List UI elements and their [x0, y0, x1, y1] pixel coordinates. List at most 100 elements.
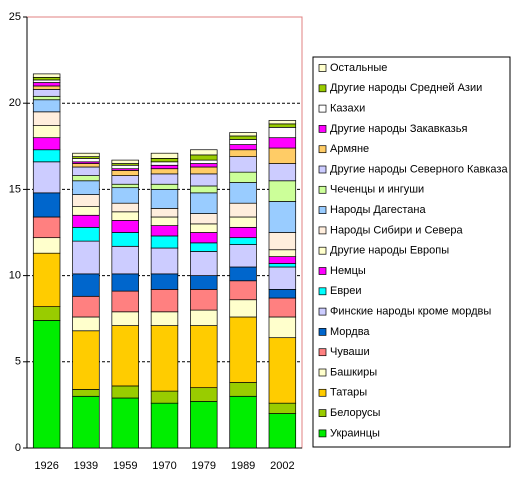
bar-segment	[32, 320, 61, 449]
bar-segment	[229, 316, 257, 383]
bar-segment	[150, 235, 179, 249]
bar-segment	[190, 309, 218, 326]
legend-label: Чеченцы и ингуши	[330, 184, 424, 196]
bar-segment	[268, 180, 297, 202]
bar-segment	[150, 311, 179, 326]
bar-segment	[32, 149, 61, 163]
bar-segment	[32, 85, 61, 90]
bar-segment	[229, 135, 257, 140]
legend-swatch	[318, 368, 327, 377]
bar-segment	[268, 337, 297, 404]
bar-segment	[190, 173, 218, 187]
bar-segment	[111, 220, 139, 233]
bar-segment	[190, 289, 218, 311]
bar-segment	[72, 226, 100, 242]
bar-segment	[111, 385, 139, 399]
bar-segment	[268, 232, 297, 251]
bar-segment	[72, 206, 100, 216]
legend-label: Финские народы кроме мордвы	[330, 306, 491, 318]
bar-segment	[268, 263, 297, 268]
legend-swatch	[318, 429, 327, 438]
bar-segment	[190, 232, 218, 244]
legend-label: Другие народы Европы	[330, 245, 449, 257]
bar-segment	[150, 273, 179, 290]
legend-label: Евреи	[330, 285, 362, 297]
x-tick-label: 1926	[34, 460, 58, 472]
bar-segment	[150, 164, 179, 170]
bar-segment	[72, 180, 100, 195]
legend-swatch	[318, 64, 327, 72]
legend-swatch	[318, 226, 327, 235]
bar-segment	[32, 79, 61, 83]
legend-swatch	[318, 267, 327, 275]
bar-segment	[190, 242, 218, 252]
bar-segment	[111, 290, 139, 313]
legend-label: Армяне	[330, 143, 369, 155]
bar-segment	[150, 225, 179, 237]
bar-segment	[32, 161, 61, 194]
bar-segment	[32, 306, 61, 321]
legend-swatch	[318, 165, 327, 174]
bar-segment	[268, 201, 297, 233]
bar-segment	[72, 194, 100, 207]
legend-swatch	[318, 409, 327, 417]
bar-segment	[32, 111, 61, 126]
bar-segment	[72, 163, 100, 168]
bar-segment	[190, 159, 218, 164]
bar-segment	[229, 280, 257, 301]
bar-segment	[150, 402, 179, 449]
bar-segment	[72, 395, 100, 449]
legend-swatch	[318, 328, 327, 336]
legend-swatch	[318, 388, 327, 397]
bar-segment	[190, 251, 218, 276]
bar-segment	[150, 152, 179, 159]
legend-label: Украинцы	[330, 427, 380, 439]
bar-segment	[111, 211, 139, 221]
bar-segment	[111, 164, 139, 170]
legend-label: Татары	[330, 387, 367, 399]
bar-segment	[190, 149, 218, 156]
y-tick-label: 5	[15, 356, 21, 368]
x-tick-label: 1939	[74, 460, 98, 472]
bar-segment	[111, 187, 139, 204]
bar-segment	[268, 413, 297, 449]
bar-segment	[111, 273, 139, 292]
bar-segment	[268, 123, 297, 128]
legend-label: Остальные	[330, 62, 387, 74]
bar-segment	[229, 182, 257, 204]
bar-segment	[229, 156, 257, 173]
bar-segment	[72, 166, 100, 176]
bar-segment	[190, 185, 218, 194]
bar-segment	[229, 382, 257, 397]
bar-segment	[111, 245, 139, 275]
bar-segment	[190, 401, 218, 449]
legend-swatch	[318, 145, 327, 154]
bar-segment	[190, 223, 218, 233]
bar-segment	[190, 154, 218, 161]
bar-segment	[111, 202, 139, 213]
legend-label: Белорусы	[330, 407, 381, 419]
bar-segment	[150, 173, 179, 185]
legend-swatch	[318, 125, 327, 133]
bar-segment	[229, 202, 257, 218]
bar-segment	[72, 152, 100, 157]
legend-swatch	[318, 185, 327, 194]
bar-segment	[111, 232, 139, 247]
bar-segment	[190, 387, 218, 402]
legend-label: Другие народы Средней Азии	[330, 82, 482, 94]
legend-label: Немцы	[330, 265, 366, 277]
bar-segment	[229, 132, 257, 137]
y-tick-label: 15	[9, 183, 21, 195]
x-tick-label: 1959	[113, 460, 137, 472]
bar-segment	[111, 170, 139, 176]
bar-segment	[229, 266, 257, 282]
bar-segment	[72, 175, 100, 182]
x-tick-label: 1970	[152, 460, 176, 472]
legend-swatch	[318, 246, 327, 255]
bar-segment	[190, 275, 218, 290]
bar-segment	[229, 395, 257, 449]
legend-label: Башкиры	[330, 366, 377, 378]
bar-segment	[190, 213, 218, 225]
